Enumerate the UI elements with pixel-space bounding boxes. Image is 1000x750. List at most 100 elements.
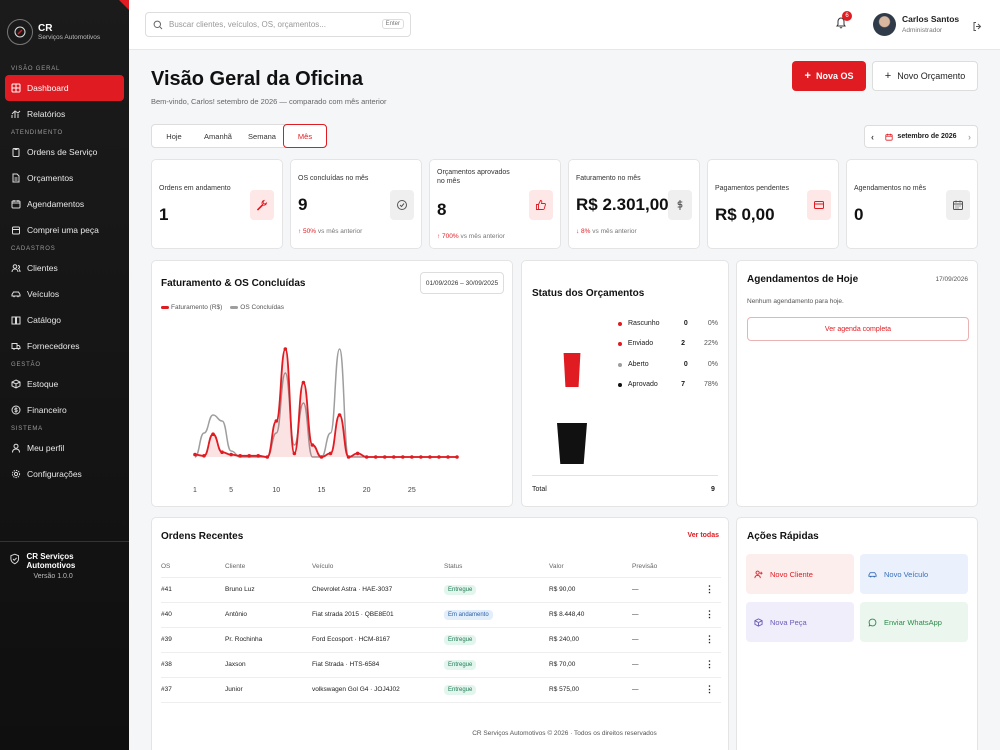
new-quote-button[interactable]: + Novo Orçamento	[872, 61, 978, 91]
check-circle-icon	[390, 190, 414, 220]
funnel-segment-enviado[interactable]	[563, 353, 581, 387]
sidebar-item-settings[interactable]: Configurações	[5, 461, 124, 487]
data-point[interactable]	[410, 455, 414, 459]
logout-button[interactable]	[972, 19, 983, 37]
data-point[interactable]	[364, 455, 369, 459]
quick-action-new-client[interactable]: Novo Cliente	[746, 554, 854, 594]
data-point[interactable]	[337, 413, 342, 417]
sidebar-item-catalog[interactable]: Catálogo	[5, 307, 124, 333]
tab-tomorrow[interactable]: Amanhã	[204, 131, 232, 141]
data-point[interactable]	[265, 455, 270, 459]
data-point[interactable]	[328, 451, 333, 456]
sidebar-item-bought-part[interactable]: Comprei uma peça	[5, 217, 124, 243]
stat-label: Ordens em andamento	[159, 185, 231, 192]
data-point[interactable]	[310, 443, 315, 447]
data-point[interactable]	[382, 455, 387, 459]
stat-card-revenue[interactable]: Faturamento no mês R$ 2.301,00 ↓ 8% vs m…	[568, 159, 700, 249]
tab-month[interactable]: Mês	[283, 124, 327, 148]
see-all-link[interactable]: Ver todas	[687, 532, 719, 539]
more-options-icon[interactable]: ⋮	[705, 602, 721, 628]
data-point[interactable]	[355, 451, 360, 456]
new-os-button[interactable]: + Nova OS	[792, 61, 866, 91]
legend-item[interactable]: Faturamento (R$)	[161, 304, 222, 311]
search-box[interactable]: Enter	[145, 12, 411, 37]
data-point[interactable]	[274, 419, 279, 423]
clipboard-icon	[11, 147, 21, 157]
data-point[interactable]	[400, 455, 405, 459]
data-point[interactable]	[283, 347, 288, 351]
table-row[interactable]: #37 Junior volkswagen Gol G4 · JOJ4J02 E…	[161, 677, 721, 703]
data-point[interactable]	[446, 455, 450, 459]
sidebar-item-clients[interactable]: Clientes	[5, 255, 124, 281]
table-row[interactable]: #38 Jaxson Fiat Strada · HTS-6584 Entreg…	[161, 652, 721, 678]
avatar[interactable]	[873, 13, 896, 36]
data-point[interactable]	[428, 455, 432, 459]
data-point[interactable]	[220, 450, 224, 454]
data-point[interactable]	[455, 455, 459, 459]
status-row[interactable]: Rascunho 0 0%	[618, 320, 718, 327]
quick-action-new-part[interactable]: Nova Peça	[746, 602, 854, 642]
sidebar-item-finance[interactable]: Financeiro	[5, 397, 124, 423]
data-point[interactable]	[202, 454, 206, 458]
data-point[interactable]	[292, 451, 297, 456]
brand[interactable]: CR Serviços Automotivos	[0, 0, 129, 50]
table-row[interactable]: #40 Antônio Fiat strada 2015 · QBE8E01 E…	[161, 602, 721, 628]
data-point[interactable]	[391, 455, 396, 459]
sidebar-item-service-orders[interactable]: Ordens de Serviço	[5, 139, 124, 165]
data-point[interactable]	[247, 454, 252, 458]
table-row[interactable]: #41 Bruno Luz Chevrolet Astra · HAE-3037…	[161, 577, 721, 603]
data-point[interactable]	[437, 455, 441, 459]
data-point[interactable]	[229, 452, 233, 457]
full-schedule-button[interactable]: Ver agenda completa	[747, 317, 969, 341]
status-percent: 0%	[707, 361, 719, 368]
chevron-left-icon[interactable]: ‹	[871, 131, 874, 142]
more-options-icon[interactable]: ⋮	[705, 652, 721, 678]
data-point[interactable]	[419, 455, 423, 459]
data-point[interactable]	[373, 455, 378, 459]
stat-card-pending-payments[interactable]: Pagamentos pendentes R$ 0,00	[707, 159, 839, 249]
stat-card-completed-os[interactable]: OS concluídas no mês 9 ↑ 50% vs mês ante…	[290, 159, 422, 249]
funnel-segment-aprovado[interactable]	[557, 423, 587, 464]
quick-action-send-whatsapp[interactable]: Enviar WhatsApp	[860, 602, 968, 642]
status-badge: Entregue	[444, 634, 477, 645]
search-input[interactable]	[169, 20, 369, 29]
period-tabs: Hoje Amanhã Semana Mês	[151, 124, 327, 148]
date-range-picker[interactable]: 01/09/2026 – 30/09/2025	[420, 272, 504, 294]
status-row[interactable]: Aprovado 7 78%	[618, 381, 718, 388]
more-options-icon[interactable]: ⋮	[705, 627, 721, 653]
sidebar-item-profile[interactable]: Meu perfil	[5, 435, 124, 461]
cell-client: Pr. Rochinha	[225, 627, 312, 653]
sidebar-item-stock[interactable]: Estoque	[5, 371, 124, 397]
tab-today[interactable]: Hoje	[166, 131, 182, 141]
sidebar-item-quotes[interactable]: Orçamentos	[5, 165, 124, 191]
notifications-button[interactable]: 6	[835, 11, 852, 34]
data-point[interactable]	[346, 455, 351, 459]
data-point[interactable]	[193, 452, 197, 457]
sidebar-item-reports[interactable]: Relatórios	[5, 101, 124, 127]
sidebar-item-dashboard[interactable]: Dashboard	[5, 75, 124, 101]
data-point[interactable]	[256, 454, 261, 458]
more-options-icon[interactable]: ⋮	[705, 677, 721, 703]
page-subtitle: Bem-vindo, Carlos! setembro de 2026 — co…	[151, 97, 387, 106]
legend-item[interactable]: OS Concluídas	[230, 304, 284, 311]
stat-card-appointments[interactable]: Agendamentos no mês 0	[846, 159, 978, 249]
quote-status-title: Status dos Orçamentos	[532, 288, 645, 299]
sidebar-item-vehicles[interactable]: Veículos	[5, 281, 124, 307]
more-options-icon[interactable]: ⋮	[705, 577, 721, 603]
box-icon	[754, 617, 763, 627]
column-header: Previsão	[632, 556, 705, 578]
stat-card-approved-quotes[interactable]: Orçamentos aprovados no mês 8 ↑ 700% vs …	[429, 159, 561, 249]
quick-action-new-vehicle[interactable]: Novo Veículo	[860, 554, 968, 594]
table-row[interactable]: #39 Pr. Rochinha Ford Ecosport · HCM-816…	[161, 627, 721, 653]
data-point[interactable]	[211, 432, 215, 436]
chevron-right-icon[interactable]: ›	[968, 131, 971, 142]
data-point[interactable]	[319, 455, 324, 459]
sidebar-item-suppliers[interactable]: Fornecedores	[5, 333, 124, 359]
sidebar-item-appointments[interactable]: Agendamentos	[5, 191, 124, 217]
data-point[interactable]	[301, 380, 306, 385]
stat-card-orders-in-progress[interactable]: Ordens em andamento 1	[151, 159, 283, 249]
status-row[interactable]: Enviado 2 22%	[618, 340, 718, 347]
data-point[interactable]	[238, 454, 242, 458]
status-row[interactable]: Aberto 0 0%	[618, 361, 718, 368]
tab-week[interactable]: Semana	[248, 131, 276, 141]
